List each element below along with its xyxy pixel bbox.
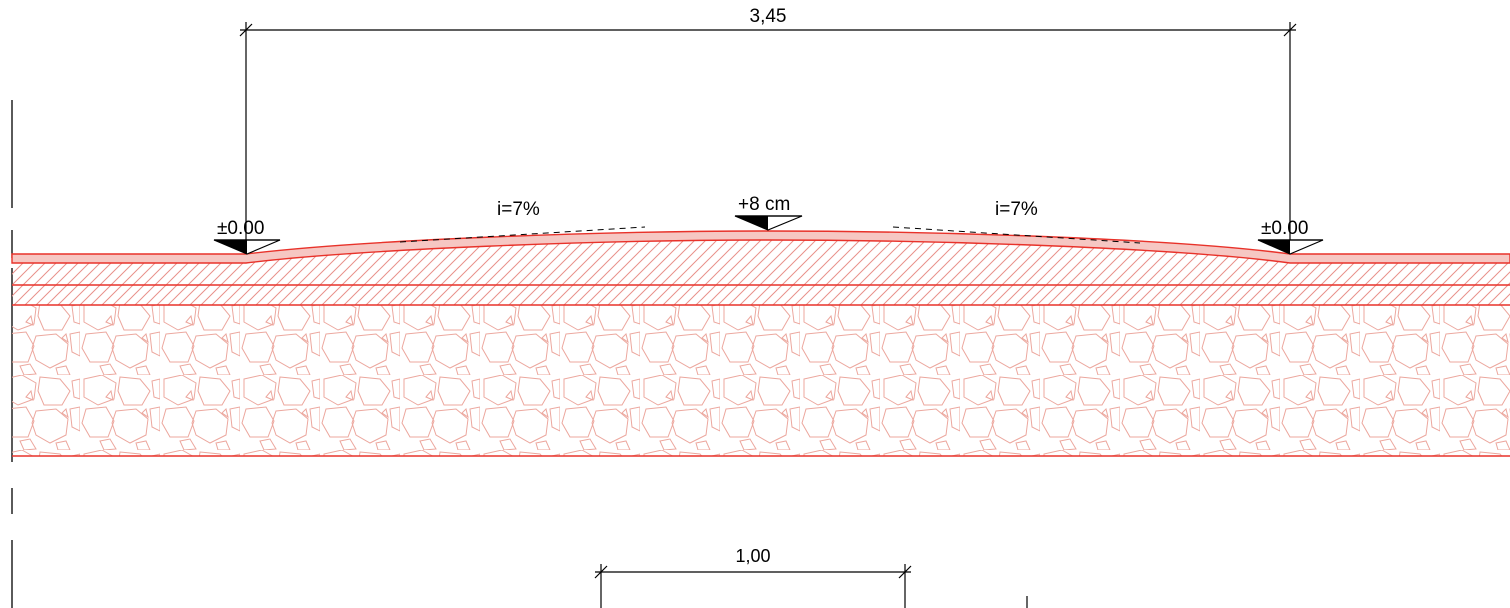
level-label-left: ±0.00	[217, 218, 264, 239]
base-course-layer	[12, 285, 1510, 305]
top-dimension-label: 3,45	[750, 6, 787, 27]
slope-label-right: i=7%	[995, 199, 1038, 220]
level-marker-right	[1257, 239, 1324, 255]
level-marker-center	[734, 215, 803, 231]
layer-boundaries	[12, 284, 1510, 457]
bottom-dimension	[594, 564, 1028, 608]
top-dimension	[239, 22, 1297, 254]
crushed-stone-layer	[12, 305, 1510, 456]
bottom-dimension-label: 1,00	[735, 546, 770, 566]
level-label-center: +8 cm	[738, 194, 790, 215]
binder-course-layer	[12, 240, 1510, 285]
slope-reference-lines	[399, 226, 1141, 244]
slope-label-left: i=7%	[497, 199, 540, 220]
level-marker-left	[213, 239, 281, 255]
level-label-right: ±0.00	[1261, 218, 1308, 239]
wearing-course-layer	[11, 230, 1510, 264]
